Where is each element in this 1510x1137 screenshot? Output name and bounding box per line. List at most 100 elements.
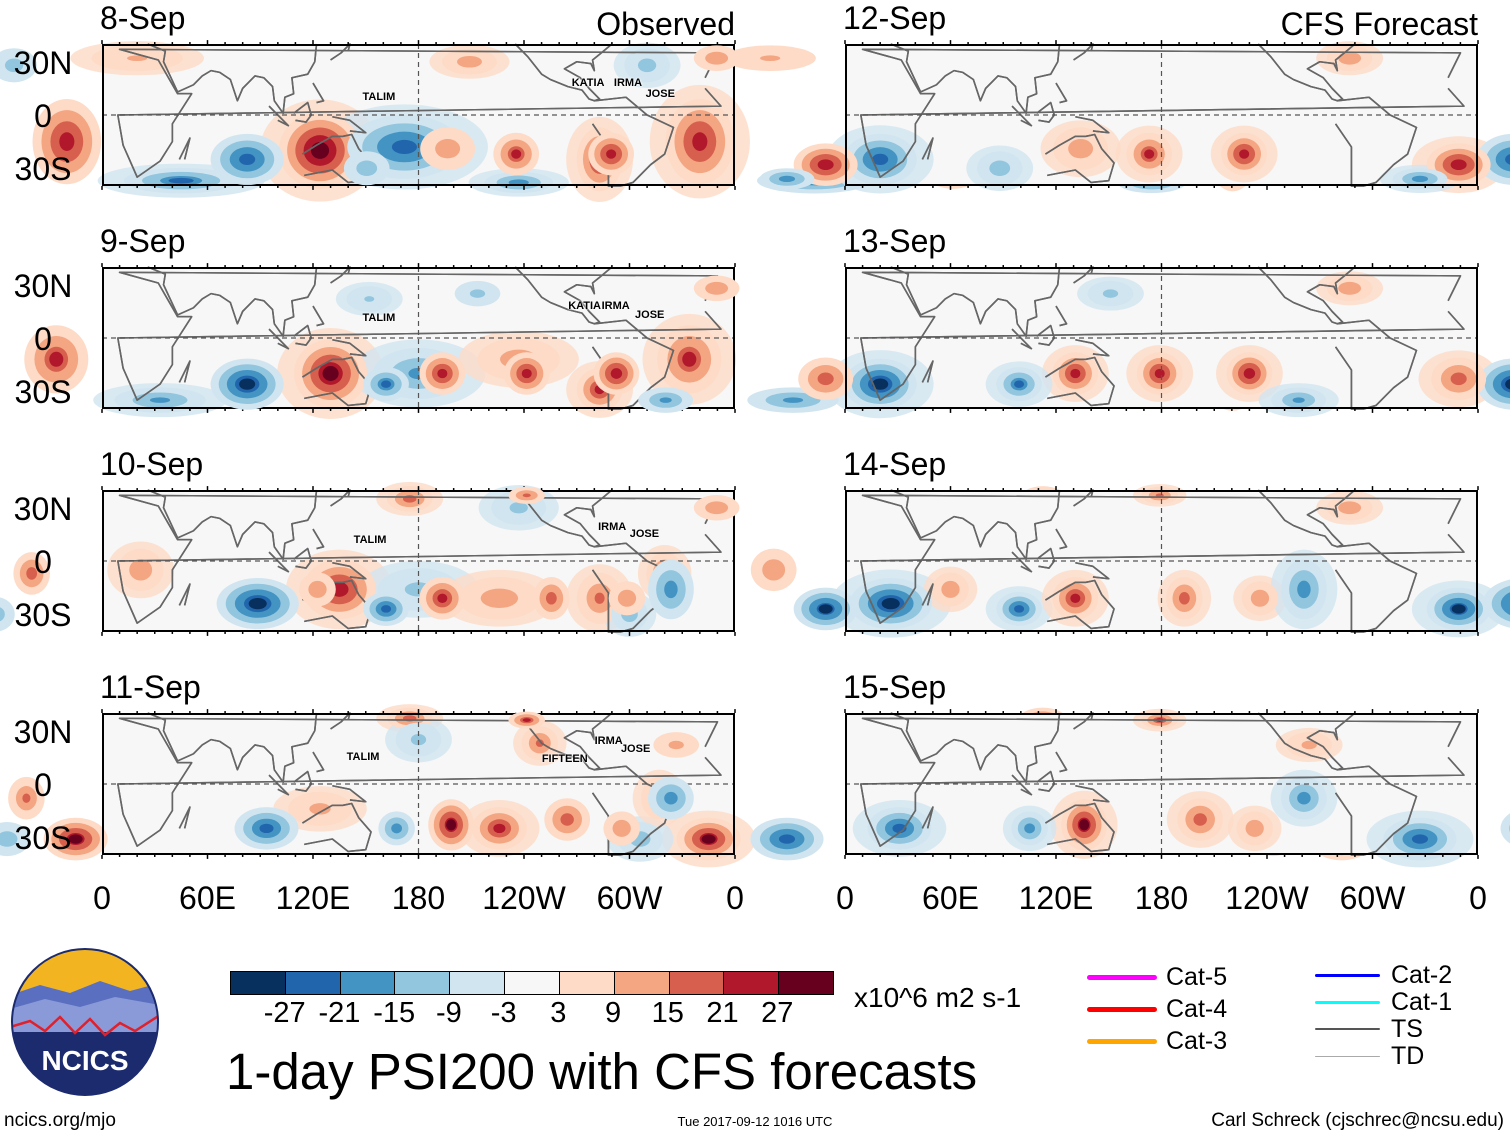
positive-anomaly-blob: [533, 576, 1203, 620]
negative-anomaly-blob: [216, 578, 1510, 630]
coastlines: [118, 713, 721, 855]
positive-anomaly-blob: [653, 732, 1333, 758]
coastline: [1056, 83, 1067, 103]
lon-tick-label: 60E: [179, 880, 236, 916]
anomaly-contour: [817, 372, 834, 386]
anomaly-contour: [129, 559, 153, 581]
legend-label: Cat-3: [1166, 1027, 1228, 1055]
coastline: [1056, 529, 1067, 549]
anomaly-contour: [1301, 740, 1317, 750]
coastline: [269, 106, 288, 126]
anomaly-contour: [637, 58, 657, 73]
footer-url[interactable]: ncics.org/mjo: [4, 1110, 116, 1131]
negative-anomaly-blob: [114, 387, 839, 413]
anomaly-contour: [239, 153, 256, 165]
anomaly-contour: [1245, 819, 1264, 837]
lon-tick-label: 60E: [922, 880, 979, 916]
anomaly-contour: [391, 823, 403, 834]
anomaly-contour: [22, 793, 31, 803]
anomaly-contour: [1070, 368, 1081, 379]
anomaly-contour: [522, 493, 531, 498]
lat-tick-label: 0: [34, 321, 52, 357]
colorbar-swatch: [450, 972, 506, 994]
coastline: [1074, 44, 1093, 60]
positive-anomaly-blob: [593, 352, 1273, 395]
coastline: [1075, 786, 1108, 802]
anomaly-contour: [391, 139, 418, 154]
lon-tick-label: 180: [1134, 880, 1189, 916]
positive-anomaly-blob: [493, 132, 1173, 176]
coastline: [1056, 306, 1067, 326]
coastline: [593, 320, 674, 409]
anomaly-contour: [1014, 380, 1025, 388]
coastline: [861, 718, 1464, 846]
anomaly-contour: [1178, 592, 1190, 605]
anomaly-contour: [308, 580, 327, 598]
coastline: [1074, 490, 1093, 506]
coastline: [922, 361, 933, 382]
anomaly-contour: [692, 132, 708, 151]
coastlines: [118, 44, 721, 186]
legend-label: Cat-2: [1391, 961, 1453, 989]
map-panel-13-sep: [210, 267, 1510, 419]
coastlines: [861, 713, 1464, 855]
positive-anomaly-blob: [693, 275, 1373, 302]
anomaly-contour: [356, 160, 378, 176]
colorbar-label: 27: [761, 997, 794, 1029]
coastline: [148, 490, 317, 559]
coastline: [148, 713, 317, 782]
negative-anomaly-blob: [363, 367, 1042, 402]
legend-line-cat-4: [1087, 1006, 1157, 1012]
storm-label: JOSE: [629, 528, 660, 541]
anomaly-contour: [760, 55, 781, 62]
coastline: [1258, 713, 1355, 770]
positive-anomaly-blob: [693, 494, 1373, 521]
anomaly-contour: [248, 597, 267, 610]
anomaly-contour: [239, 378, 256, 390]
anomaly-contour: [782, 397, 804, 403]
storm-label: IRMA: [613, 77, 643, 90]
anomaly-contour: [1450, 372, 1467, 386]
coastline: [1012, 552, 1031, 572]
lon-tick-label: 120E: [275, 880, 351, 916]
positive-anomaly-blob: [544, 798, 1224, 841]
lat-tick-label: 0: [34, 544, 52, 580]
coastline: [269, 552, 288, 572]
anomaly-contour: [1068, 139, 1094, 159]
anomaly-contour: [668, 740, 684, 750]
anomaly-contour: [778, 175, 796, 183]
coastline: [179, 807, 190, 828]
footer-author: Carl Schreck (cjschrec@ncsu.edu): [1211, 1110, 1504, 1131]
coastline: [269, 775, 288, 795]
negative-anomaly-blob: [378, 811, 1048, 846]
lon-tick-label: 120E: [1018, 880, 1094, 916]
coastline: [922, 138, 933, 159]
anomaly-contour: [59, 132, 75, 151]
anomaly-contour: [0, 831, 18, 847]
coastline: [1074, 713, 1093, 729]
negative-anomaly-blob: [793, 587, 1491, 631]
coastline: [861, 495, 1464, 623]
coastlines: [861, 44, 1464, 186]
colorbar-swatch: [559, 972, 615, 994]
lat-tick-label: 0: [34, 98, 52, 134]
coastline: [118, 272, 721, 400]
anomaly-contour: [1505, 378, 1510, 390]
lon-tick-label: 120W: [482, 880, 566, 916]
coastline: [313, 83, 324, 103]
anomaly-contour: [778, 834, 796, 844]
lon-tick-label: 0: [93, 880, 111, 916]
positive-anomaly-blob: [508, 486, 1179, 504]
lon-tick-label: 120W: [1225, 880, 1309, 916]
negative-anomaly-blob: [343, 151, 1023, 186]
storm-label: KATIA: [571, 77, 605, 90]
legend-line-cat-5: [1087, 974, 1157, 980]
anomaly-contour: [1144, 149, 1155, 159]
anomaly-contour: [1239, 149, 1250, 159]
anomaly-contour: [0, 597, 15, 631]
ncics-logo: NCICS: [11, 948, 159, 1096]
coastline: [515, 713, 612, 770]
anomaly-contour: [0, 607, 5, 622]
anomaly-contour: [168, 177, 194, 184]
storm-label: JOSE: [645, 87, 675, 100]
